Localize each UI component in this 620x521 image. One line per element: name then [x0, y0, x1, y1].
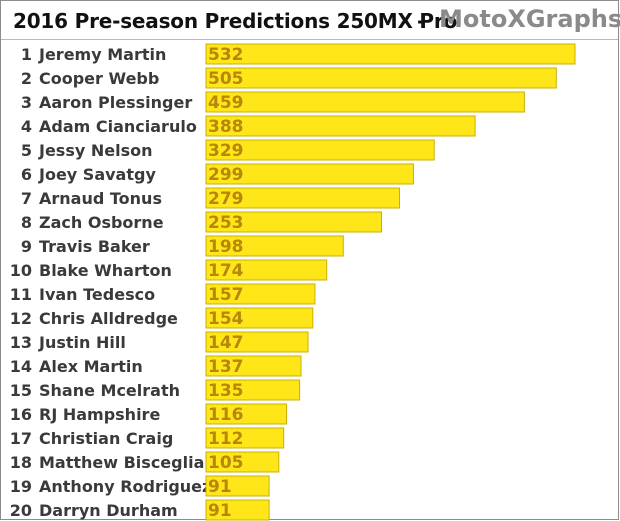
rank-label: 16: [10, 405, 32, 424]
data-label: 299: [208, 165, 244, 185]
data-label: 91: [208, 477, 232, 497]
title-bar: 2016 Pre-season Predictions 250MX Pro - …: [1, 1, 620, 40]
bar: [205, 187, 400, 209]
rank-label: 1: [21, 45, 32, 64]
category-label: Justin Hill: [38, 333, 126, 352]
category-label: Chris Alldredge: [39, 309, 178, 328]
category-label: Zach Osborne: [39, 213, 164, 232]
bar: [205, 427, 285, 449]
data-label: 459: [208, 93, 244, 113]
category-label: Cooper Webb: [39, 69, 159, 88]
bar: [205, 259, 328, 281]
data-label: 329: [208, 141, 244, 161]
data-label: 154: [208, 309, 244, 329]
rank-label: 20: [10, 501, 32, 520]
category-label: Christian Craig: [39, 429, 173, 448]
category-label: Arnaud Tonus: [39, 189, 162, 208]
rank-label: 6: [21, 165, 32, 184]
bar: [205, 235, 344, 257]
bar: [205, 67, 557, 89]
brand-logo-text: MotoXGraphs: [439, 5, 620, 33]
category-label: Alex Martin: [39, 357, 143, 376]
chart-title: 2016 Pre-season Predictions 250MX Pro: [13, 9, 458, 33]
category-label: RJ Hampshire: [39, 405, 160, 424]
category-label: Jessy Nelson: [38, 141, 152, 160]
rank-label: 3: [21, 93, 32, 112]
bar: [205, 115, 476, 137]
category-label: Anthony Rodriguez: [39, 477, 211, 496]
rank-label: 19: [10, 477, 32, 496]
category-label: Adam Cianciarulo: [39, 117, 197, 136]
bar: [205, 403, 287, 425]
rank-label: 9: [21, 237, 32, 256]
data-label: 198: [208, 237, 244, 257]
rank-label: 2: [21, 69, 32, 88]
bar: [205, 307, 314, 329]
bar: [205, 355, 302, 377]
rank-label: 17: [10, 429, 32, 448]
data-label: 105: [208, 453, 244, 473]
bar: [205, 451, 280, 473]
category-label: Matthew Bisceglia: [39, 453, 204, 472]
bar: [205, 283, 316, 305]
category-label: Blake Wharton: [39, 261, 172, 280]
rank-label: 7: [21, 189, 32, 208]
data-label: 157: [208, 285, 244, 305]
rank-label: 12: [10, 309, 32, 328]
bar: [205, 211, 382, 233]
data-label: 253: [208, 213, 244, 233]
data-label: 91: [208, 501, 232, 521]
bar: [205, 331, 309, 353]
bar: [205, 475, 270, 497]
category-label: Travis Baker: [39, 237, 150, 256]
rank-label: 8: [21, 213, 32, 232]
data-label: 116: [208, 405, 244, 425]
title-separator: -: [417, 9, 426, 33]
bar: [205, 163, 414, 185]
data-label: 174: [208, 261, 244, 281]
data-label: 505: [208, 69, 244, 89]
category-label: Ivan Tedesco: [39, 285, 155, 304]
rank-label: 10: [10, 261, 32, 280]
rank-label: 15: [10, 381, 32, 400]
rank-label: 14: [10, 357, 32, 376]
data-label: 388: [208, 117, 244, 137]
chart-rows: 1 Jeremy Martin 532 2 Cooper Webb 505 3 Aaron P…: [10, 43, 576, 521]
category-label: Jeremy Martin: [38, 45, 166, 64]
data-label: 137: [208, 357, 244, 377]
data-label: 135: [208, 381, 244, 401]
bar: [205, 499, 270, 521]
rank-label: 4: [21, 117, 32, 136]
data-label: 147: [208, 333, 244, 353]
rank-label: 18: [10, 453, 32, 472]
rank-label: 5: [21, 141, 32, 160]
data-label: 279: [208, 189, 244, 209]
bar: [205, 379, 301, 401]
category-label: Aaron Plessinger: [39, 93, 192, 112]
category-label: Darryn Durham: [39, 501, 178, 520]
rank-label: 13: [10, 333, 32, 352]
data-label: 112: [208, 429, 244, 449]
bar: [205, 91, 525, 113]
category-label: Shane Mcelrath: [39, 381, 180, 400]
bar: [205, 43, 576, 65]
bar: [205, 139, 435, 161]
rank-label: 11: [10, 285, 32, 304]
data-label: 532: [208, 45, 244, 65]
category-label: Joey Savatgy: [38, 165, 156, 184]
